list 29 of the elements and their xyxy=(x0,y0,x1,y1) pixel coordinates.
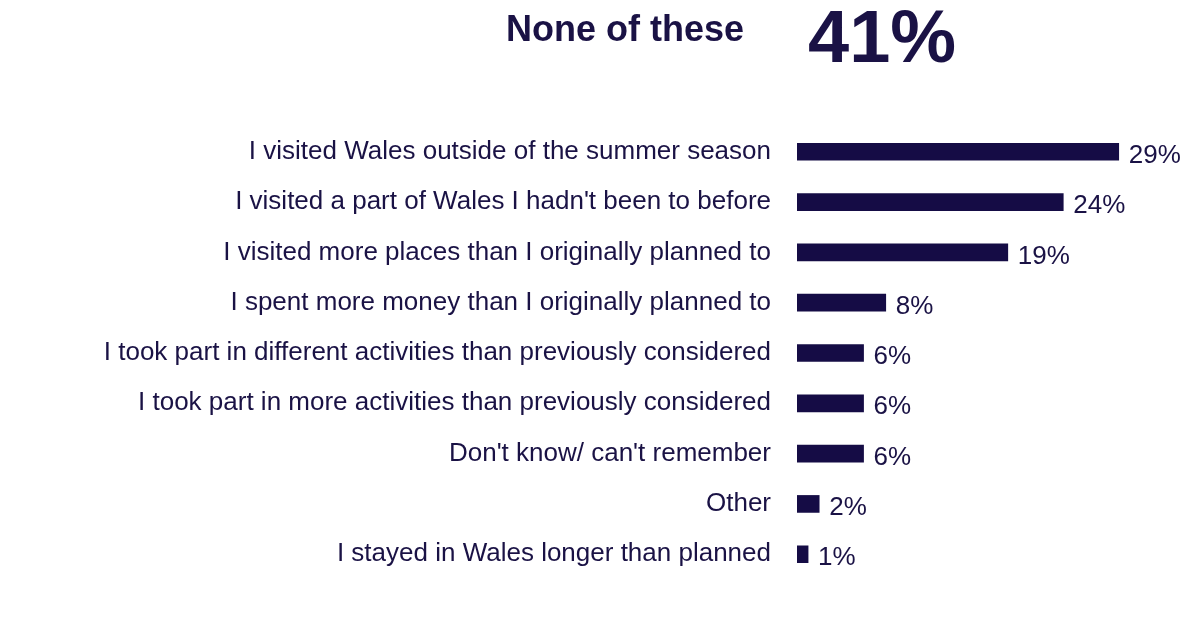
text: 41% xyxy=(808,0,957,79)
data-label: 2% xyxy=(829,491,867,522)
bar xyxy=(797,293,887,312)
y-tick-label: I spent more money than I originally planned to xyxy=(230,285,771,316)
bar xyxy=(797,344,864,362)
bar xyxy=(797,495,820,513)
y-tick-label: I visited Wales outside of the summer season xyxy=(248,134,771,165)
bar xyxy=(797,545,809,564)
data-label: 8% xyxy=(895,289,934,320)
data-label: 6% xyxy=(873,390,912,421)
bar xyxy=(797,394,864,413)
data-label: 29% xyxy=(1128,138,1181,169)
chart-title: None of these xyxy=(505,8,744,50)
bar xyxy=(797,444,864,463)
bar xyxy=(797,193,1064,211)
y-tick-label: Don't know/ can't remember xyxy=(448,436,772,467)
y-tick-label: I took part in different activities than previously considered xyxy=(103,336,771,367)
data-label: 1% xyxy=(818,541,856,572)
data-label: 24% xyxy=(1073,189,1126,220)
y-tick-label: Other xyxy=(705,487,772,518)
y-tick-label: I stayed in Wales longer than planned xyxy=(336,537,771,568)
y-tick-label: I visited more places than I originally planned to xyxy=(223,235,771,266)
y-tick-label: I took part in more activities than previously considered xyxy=(138,386,771,417)
y-tick-label: I visited a part of Wales I hadn't been to before xyxy=(235,185,771,216)
data-label: 6% xyxy=(873,340,912,371)
data-label: 19% xyxy=(1017,239,1070,270)
bar xyxy=(797,142,1120,161)
data-label: 6% xyxy=(873,440,912,471)
bar xyxy=(797,243,1009,262)
